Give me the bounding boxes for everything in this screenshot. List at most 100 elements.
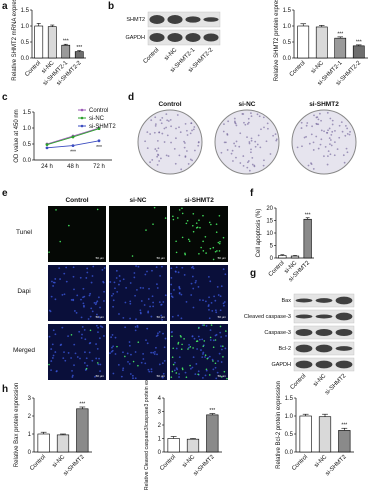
nucleus bbox=[63, 272, 66, 275]
nucleus bbox=[50, 360, 53, 362]
colony-dot bbox=[157, 154, 160, 157]
nucleus bbox=[158, 330, 161, 333]
nucleus bbox=[131, 374, 134, 377]
nucleus bbox=[81, 325, 84, 328]
nucleus bbox=[52, 354, 55, 357]
colony-dot bbox=[226, 149, 229, 151]
tunel-dot bbox=[209, 336, 212, 339]
tunel-dot bbox=[172, 218, 175, 221]
nucleus bbox=[51, 280, 53, 283]
nucleus bbox=[197, 335, 200, 338]
colony-dot bbox=[165, 126, 167, 129]
nucleus bbox=[110, 294, 113, 297]
nucleus bbox=[72, 266, 75, 269]
nucleus bbox=[72, 275, 75, 278]
nucleus bbox=[50, 369, 52, 372]
colony-dot bbox=[272, 134, 275, 137]
tunel-dot bbox=[210, 223, 212, 226]
colony-dot bbox=[239, 132, 242, 135]
colony-dot bbox=[154, 148, 157, 150]
colony-dot bbox=[170, 125, 172, 128]
nucleus bbox=[202, 299, 204, 302]
micrograph bbox=[48, 265, 106, 321]
colony-dot bbox=[348, 133, 351, 136]
blot-row-label: GAPDH bbox=[125, 35, 145, 41]
colony-dot bbox=[223, 141, 226, 144]
tunel-dot bbox=[223, 370, 226, 373]
tunel-dot bbox=[208, 221, 211, 224]
nucleus bbox=[52, 285, 54, 287]
nucleus bbox=[63, 351, 65, 354]
colony-dot bbox=[257, 134, 260, 137]
nucleus bbox=[224, 273, 227, 276]
blot-band bbox=[149, 33, 165, 42]
nucleus bbox=[183, 274, 186, 276]
colony-dot bbox=[231, 149, 234, 152]
nucleus bbox=[184, 371, 187, 374]
y-tick-label: 0 bbox=[28, 450, 32, 456]
colony-dot bbox=[326, 111, 329, 114]
blot-col-label: Control bbox=[289, 373, 307, 391]
nucleus bbox=[159, 274, 161, 277]
colony-dot bbox=[331, 123, 334, 126]
colony-dot bbox=[338, 136, 341, 139]
tunel-dot bbox=[215, 223, 218, 225]
nucleus bbox=[143, 304, 146, 306]
panel-letter: c bbox=[2, 92, 8, 103]
dish-label: Control bbox=[158, 101, 181, 108]
scale-bar-label: 50 μm bbox=[218, 374, 227, 378]
tunel-dot bbox=[222, 356, 224, 358]
nucleus bbox=[152, 301, 155, 304]
nucleus bbox=[134, 329, 137, 332]
tunel-dot bbox=[181, 207, 183, 210]
tunel-dot bbox=[181, 236, 184, 239]
colony-dot bbox=[266, 122, 269, 125]
colony-dot bbox=[246, 161, 249, 164]
blot-band bbox=[335, 346, 353, 351]
nucleus bbox=[214, 309, 217, 312]
colony-dot bbox=[303, 136, 306, 139]
y-axis-label: OD value at 450 nm bbox=[14, 109, 20, 162]
nucleus bbox=[103, 335, 105, 337]
nucleus bbox=[147, 298, 150, 300]
nucleus bbox=[174, 270, 177, 273]
nucleus bbox=[211, 309, 214, 312]
colony-dot bbox=[254, 140, 257, 143]
nucleus bbox=[114, 336, 117, 339]
blot-row-label: Caspase-3 bbox=[264, 330, 291, 336]
nucleus bbox=[51, 357, 54, 359]
nucleus bbox=[158, 363, 161, 366]
colony-dot bbox=[330, 133, 333, 136]
image-col-label: Control bbox=[65, 197, 88, 204]
colony-dot bbox=[328, 137, 331, 140]
colony-dot bbox=[235, 140, 238, 143]
nucleus bbox=[129, 282, 132, 284]
tunel-dot bbox=[96, 362, 99, 364]
x-tick-label: 24 h bbox=[41, 164, 53, 170]
nucleus bbox=[86, 267, 89, 270]
nucleus bbox=[95, 324, 98, 327]
colony-dot bbox=[328, 127, 331, 130]
y-tick-label: 1.0 bbox=[21, 24, 30, 30]
panel-letter: f bbox=[250, 188, 254, 199]
tunel-dot bbox=[196, 340, 199, 342]
nucleus bbox=[149, 305, 151, 308]
nucleus bbox=[175, 266, 178, 269]
colony-dot bbox=[338, 124, 341, 127]
nucleus bbox=[54, 298, 57, 301]
nucleus bbox=[72, 298, 75, 301]
dish bbox=[291, 109, 357, 175]
tunel-dot bbox=[187, 238, 190, 241]
nucleus bbox=[79, 276, 82, 279]
nucleus bbox=[118, 313, 120, 315]
colony-dot bbox=[344, 134, 347, 137]
colony-dot bbox=[183, 140, 185, 143]
nucleus bbox=[187, 346, 190, 349]
colony-dot bbox=[327, 155, 329, 158]
nucleus bbox=[86, 364, 89, 367]
colony-dot bbox=[274, 133, 277, 136]
nucleus bbox=[129, 317, 131, 320]
nucleus bbox=[220, 285, 223, 288]
colony-dot bbox=[156, 139, 159, 142]
